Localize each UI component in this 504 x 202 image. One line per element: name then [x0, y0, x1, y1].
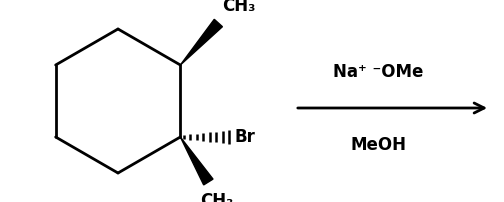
Text: MeOH: MeOH: [350, 136, 406, 154]
Polygon shape: [180, 137, 213, 185]
Text: Br: Br: [234, 128, 255, 146]
Text: CH₃: CH₃: [201, 192, 234, 202]
Text: Na⁺ ⁻OMe: Na⁺ ⁻OMe: [333, 63, 423, 81]
Polygon shape: [180, 19, 222, 65]
Text: CH₃: CH₃: [222, 0, 256, 15]
